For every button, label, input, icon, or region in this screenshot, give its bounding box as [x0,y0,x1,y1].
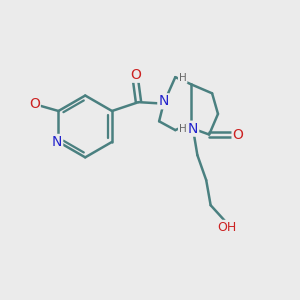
Text: H: H [179,124,187,134]
Text: H: H [179,73,187,83]
Text: O: O [232,128,244,142]
Text: N: N [188,122,198,136]
Text: O: O [130,68,141,82]
Text: N: N [158,94,169,108]
Text: O: O [29,97,40,111]
Text: N: N [52,135,62,149]
Text: OH: OH [217,221,236,234]
